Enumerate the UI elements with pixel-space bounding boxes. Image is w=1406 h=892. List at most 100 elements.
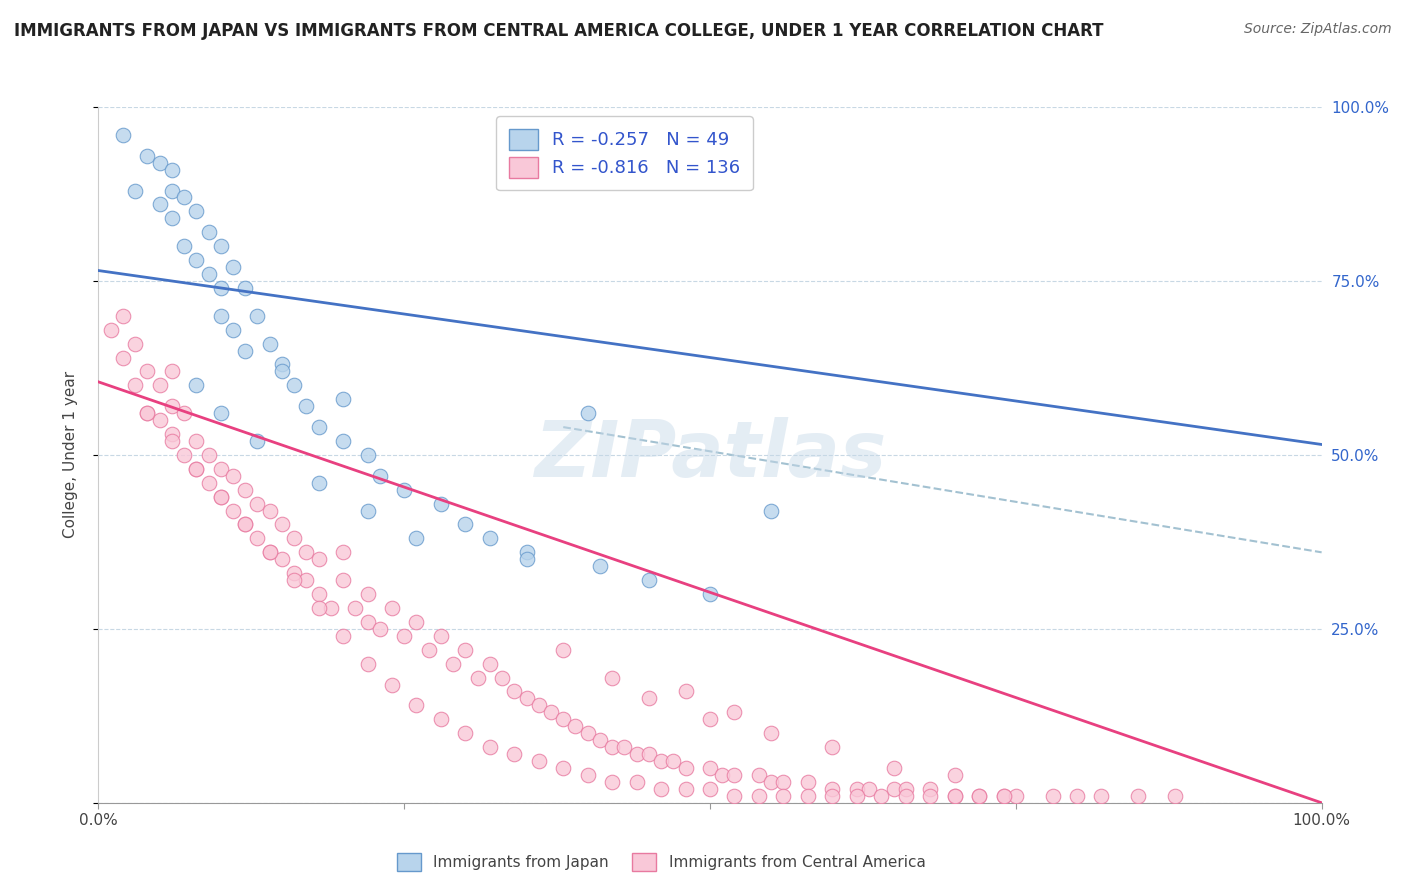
Point bbox=[233, 281, 256, 295]
Point bbox=[308, 475, 330, 490]
Point bbox=[197, 225, 219, 239]
Point bbox=[650, 781, 672, 796]
Point bbox=[100, 323, 122, 337]
Point bbox=[270, 358, 294, 372]
Point bbox=[478, 740, 501, 755]
Point bbox=[209, 490, 232, 504]
Point bbox=[173, 190, 195, 204]
Point bbox=[124, 378, 146, 392]
Point bbox=[319, 601, 342, 615]
Point bbox=[845, 781, 868, 796]
Point bbox=[821, 789, 844, 803]
Point bbox=[638, 691, 661, 706]
Point bbox=[600, 775, 623, 789]
Point bbox=[540, 706, 562, 720]
Point bbox=[675, 781, 697, 796]
Point bbox=[589, 559, 612, 574]
Point bbox=[246, 532, 269, 546]
Point bbox=[967, 789, 990, 803]
Point bbox=[295, 399, 318, 413]
Point bbox=[699, 587, 721, 601]
Point bbox=[356, 657, 378, 671]
Point bbox=[761, 503, 783, 517]
Point bbox=[626, 775, 648, 789]
Point bbox=[1090, 789, 1112, 803]
Point bbox=[173, 406, 195, 420]
Point bbox=[515, 691, 537, 706]
Point bbox=[259, 503, 281, 517]
Point bbox=[124, 184, 146, 198]
Point bbox=[233, 343, 256, 358]
Point bbox=[209, 281, 232, 295]
Point bbox=[160, 162, 183, 177]
Point bbox=[160, 184, 183, 198]
Point bbox=[478, 657, 501, 671]
Point bbox=[111, 351, 134, 365]
Point bbox=[209, 309, 232, 323]
Point bbox=[233, 517, 256, 532]
Point bbox=[491, 671, 513, 685]
Point bbox=[699, 712, 721, 726]
Point bbox=[124, 336, 146, 351]
Point bbox=[723, 706, 745, 720]
Point bbox=[883, 761, 905, 775]
Point bbox=[1128, 789, 1150, 803]
Point bbox=[186, 434, 208, 448]
Point bbox=[821, 781, 844, 796]
Point bbox=[920, 789, 942, 803]
Point bbox=[209, 406, 232, 420]
Point bbox=[515, 552, 537, 566]
Point bbox=[186, 462, 208, 476]
Point bbox=[332, 392, 354, 407]
Point bbox=[1066, 789, 1088, 803]
Point bbox=[368, 622, 391, 636]
Point bbox=[197, 267, 219, 281]
Point bbox=[186, 462, 208, 476]
Point bbox=[332, 545, 354, 559]
Point bbox=[943, 768, 966, 782]
Point bbox=[467, 671, 489, 685]
Point bbox=[332, 573, 354, 587]
Point bbox=[675, 761, 697, 775]
Point bbox=[797, 775, 820, 789]
Point bbox=[381, 677, 404, 691]
Point bbox=[711, 768, 734, 782]
Point bbox=[295, 545, 318, 559]
Point bbox=[283, 566, 305, 581]
Point bbox=[270, 517, 294, 532]
Point bbox=[723, 789, 745, 803]
Point bbox=[527, 754, 550, 768]
Point bbox=[111, 309, 134, 323]
Point bbox=[160, 399, 183, 413]
Point bbox=[356, 503, 378, 517]
Point bbox=[149, 155, 172, 169]
Point bbox=[259, 545, 281, 559]
Point bbox=[772, 789, 794, 803]
Point bbox=[259, 545, 281, 559]
Point bbox=[392, 629, 416, 643]
Point bbox=[149, 413, 172, 427]
Point bbox=[283, 378, 305, 392]
Point bbox=[136, 406, 159, 420]
Point bbox=[553, 712, 575, 726]
Point bbox=[149, 378, 172, 392]
Point bbox=[638, 747, 661, 761]
Point bbox=[943, 789, 966, 803]
Point bbox=[894, 789, 917, 803]
Point bbox=[527, 698, 550, 713]
Text: IMMIGRANTS FROM JAPAN VS IMMIGRANTS FROM CENTRAL AMERICA COLLEGE, UNDER 1 YEAR C: IMMIGRANTS FROM JAPAN VS IMMIGRANTS FROM… bbox=[14, 22, 1104, 40]
Point bbox=[173, 448, 195, 462]
Point bbox=[308, 420, 330, 434]
Point bbox=[368, 468, 391, 483]
Point bbox=[356, 587, 378, 601]
Point bbox=[186, 204, 208, 219]
Point bbox=[600, 671, 623, 685]
Point bbox=[761, 726, 783, 740]
Point bbox=[209, 462, 232, 476]
Point bbox=[1164, 789, 1187, 803]
Point bbox=[576, 726, 599, 740]
Point bbox=[761, 775, 783, 789]
Point bbox=[259, 336, 281, 351]
Point bbox=[197, 475, 219, 490]
Point bbox=[136, 406, 159, 420]
